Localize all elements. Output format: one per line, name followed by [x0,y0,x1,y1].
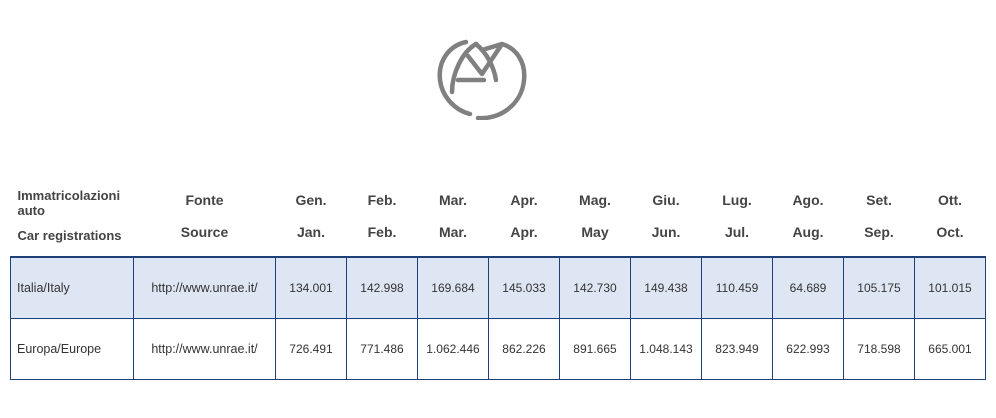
header-month-mar: Mar. Mar. [438,192,467,240]
value-cell: 149.438 [630,256,702,319]
header-registrations: Immatricolazioni auto Car registrations [17,188,122,243]
header-source: Fonte Source [180,192,229,240]
header-month-jul: Lug. Jul. [722,192,752,240]
value-cell: 1.062.446 [417,317,489,380]
value-cell: 726.491 [275,317,347,380]
value-cell: 771.486 [346,317,418,380]
source-link[interactable]: http://www.unrae.it/ [133,317,276,380]
value-cell: 110.459 [701,256,773,319]
value-cell: 862.226 [488,317,560,380]
car-registrations-table: Immatricolazioni auto Car registrations … [10,176,986,380]
value-cell: 665.001 [914,317,986,380]
header-month-sep: Set. Sep. [864,192,894,240]
value-cell: 142.730 [559,256,631,319]
unrae-logo-icon [437,39,527,120]
table-row: Italia/Italy http://www.unrae.it/ 134.00… [10,256,986,319]
row-name: Italia/Italy [10,256,134,319]
row-name: Europa/Europe [10,317,134,380]
header-month-jan: Gen. Jan. [295,192,327,240]
header-month-aug: Ago. Aug. [792,192,824,240]
value-cell: 101.015 [914,256,986,319]
header-month-may: Mag. May [579,192,611,240]
source-link[interactable]: http://www.unrae.it/ [133,256,276,319]
value-cell: 718.598 [843,317,915,380]
value-cell: 622.993 [772,317,844,380]
value-cell: 142.998 [346,256,418,319]
header-month-oct: Ott. Oct. [936,192,964,240]
value-cell: 64.689 [772,256,844,319]
value-cell: 1.048.143 [630,317,702,380]
value-cell: 823.949 [701,317,773,380]
value-cell: 134.001 [275,256,347,319]
table-row: Europa/Europe http://www.unrae.it/ 726.4… [10,317,986,380]
table-header-row: Immatricolazioni auto Car registrations … [11,176,986,257]
header-month-feb: Feb. Feb. [367,192,397,240]
value-cell: 891.665 [559,317,631,380]
value-cell: 169.684 [417,256,489,319]
header-month-apr: Apr. Apr. [510,192,538,240]
value-cell: 105.175 [843,256,915,319]
header-month-jun: Giu. Jun. [651,192,681,240]
value-cell: 145.033 [488,256,560,319]
